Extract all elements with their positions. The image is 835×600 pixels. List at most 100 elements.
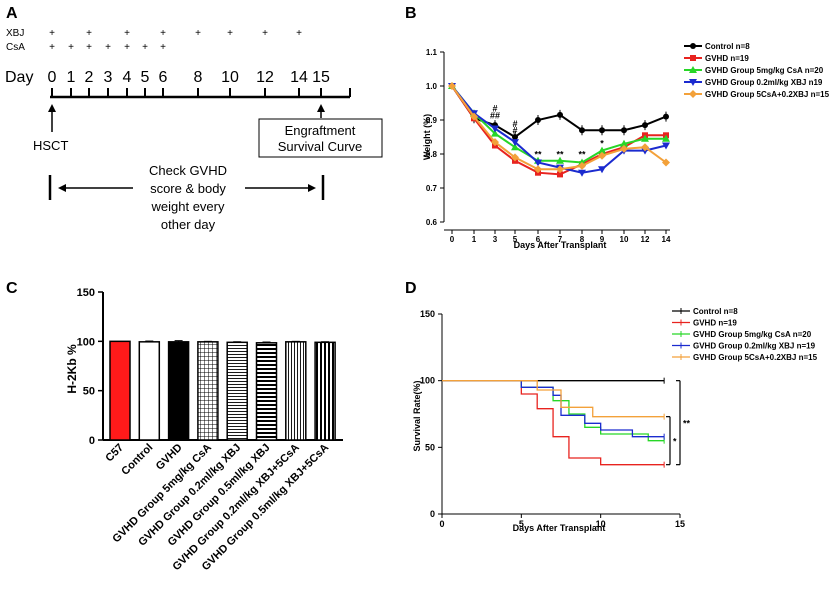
- c-bar-5: [255, 342, 278, 441]
- d-legend: Control n=8 GVHD n=19 GVHD Group 5mg/kg Cs…: [672, 307, 818, 362]
- b-axes: 0.6 0.7 0.8 0.9 1.0 1.1 0 1 3 5 6 7 8 9 10 12 14: [426, 48, 671, 244]
- b-point-1-7: [557, 171, 563, 178]
- c-ytick-100: 100: [77, 336, 95, 348]
- b-legend-marker-0: [690, 43, 696, 49]
- dose-plus-xbj-day0: +: [49, 28, 55, 39]
- dose-plus-xbj-day4: +: [124, 28, 130, 39]
- b-ytick-0.9: 0.9: [426, 116, 438, 125]
- b-legend-marker-1: [690, 55, 696, 61]
- b-ytick-0.7: 0.7: [426, 184, 438, 193]
- dose-plus-csa-day2: +: [86, 42, 92, 53]
- dose-plus-csa-day3: +: [105, 42, 111, 53]
- b-point-4-7: [556, 165, 564, 174]
- day-label-10: 10: [221, 69, 239, 86]
- b-annotation-0: #: [492, 104, 497, 114]
- b-xtick-1: 1: [472, 235, 477, 244]
- day-label-14: 14: [290, 69, 308, 86]
- c-category-label-1: Control: [119, 442, 155, 478]
- day-label-5: 5: [141, 69, 150, 86]
- check-text-line-1: Check GVHD: [149, 163, 227, 178]
- d-sig-label-1: **: [683, 419, 691, 429]
- b-annotation-1: ##: [490, 110, 500, 120]
- b-point-3-5: [511, 139, 519, 147]
- b-xtick-12: 12: [641, 235, 650, 244]
- b-legend-marker-2: [689, 66, 697, 73]
- engraftment-arrowhead: [317, 104, 325, 112]
- c-bar-7: [314, 341, 336, 441]
- b-point-2-10: [620, 139, 628, 147]
- b-annotation-5: **: [556, 149, 564, 159]
- b-xtick-14: 14: [662, 235, 671, 244]
- dose-plus-xbj-day12: +: [262, 28, 268, 39]
- b-point-4-5: [511, 153, 519, 162]
- b-point-2-7: [556, 156, 564, 164]
- d-legend-label-0: Control n=8: [693, 307, 738, 316]
- d-xtick-5: 5: [519, 519, 524, 529]
- b-point-4-3: [491, 138, 499, 147]
- b-annotation-7: *: [600, 139, 604, 149]
- hsct-label: HSCT: [33, 138, 68, 153]
- b-point-0-8: [579, 127, 585, 134]
- b-point-3-3: [491, 125, 499, 133]
- b-ytick-0.8: 0.8: [426, 150, 438, 159]
- day-label-6: 6: [159, 69, 168, 86]
- b-legend-label-2: GVHD Group 5mg/kg CsA n=20: [705, 66, 824, 75]
- b-ytick-1.1: 1.1: [426, 48, 438, 57]
- d-axes: 0 50 100 150 0 5 10 15: [420, 309, 685, 529]
- b-point-3-6: [534, 159, 542, 167]
- c-bar-6: [285, 341, 307, 441]
- panel-a-timeline: A XBJ CsA + + + + + + + ++ + + + + + + Day 0 1 2 3 4 5 6 8 10…: [5, 5, 383, 232]
- panel-d-survival-chart: D Survival Rate(%) Days After Transplant…: [405, 280, 818, 533]
- dose-plus-xbj-day2: +: [86, 28, 92, 39]
- b-annotation-4: **: [534, 149, 542, 159]
- check-text-line-3: weight every: [151, 199, 225, 214]
- panel-b-weight-chart: B Weight (%) Days After Transplant 0.60.…: [405, 5, 830, 250]
- day-label-15: 15: [312, 69, 330, 86]
- dose-plus-xbj-day8: +: [195, 28, 201, 39]
- dose-plus-xbj-day10: +: [227, 28, 233, 39]
- c-bars: [109, 340, 336, 441]
- d-legend-label-2: GVHD Group 5mg/kg CsA n=20: [693, 330, 812, 339]
- b-point-4-12: [641, 143, 649, 152]
- b-xtick-6: 6: [536, 235, 541, 244]
- b-series: [448, 82, 670, 178]
- dose-plus-xbj-day6: +: [160, 28, 166, 39]
- d-legend-label-1: GVHD n=19: [693, 319, 737, 328]
- day-label-3: 3: [104, 69, 113, 86]
- panel-letter-d: D: [405, 280, 417, 297]
- day-ticks: [51, 88, 351, 97]
- d-xtick-0: 0: [439, 519, 444, 529]
- d-sig-label-0: *: [673, 437, 677, 447]
- dose-plus-csa-day4: +: [124, 42, 130, 53]
- b-legend-label-4: GVHD Group 5CsA+0.2XBJ n=15: [705, 90, 830, 99]
- check-text-line-2: score & body: [150, 181, 226, 196]
- b-point-4-6: [534, 165, 542, 174]
- b-xtick-9: 9: [600, 235, 605, 244]
- dose-plus-csa-day0: +: [49, 42, 55, 53]
- d-ytick-100: 100: [420, 376, 435, 386]
- b-point-2-14: [662, 134, 670, 142]
- day-label-8: 8: [194, 69, 203, 86]
- b-point-3-8: [578, 169, 586, 177]
- day-label-1: 1: [67, 69, 76, 86]
- dosing-marks: + + + + + + + + + + + + + + +: [49, 28, 302, 53]
- dose-plus-csa-day5: +: [142, 42, 148, 53]
- b-point-3-9: [598, 166, 606, 174]
- d-ytick-150: 150: [420, 309, 435, 319]
- b-legend-label-0: Control n=8: [705, 42, 750, 51]
- d-legend-label-4: GVHD Group 5CsA+0.2XBJ n=15: [693, 353, 818, 362]
- b-xtick-3: 3: [493, 235, 498, 244]
- b-point-2-12: [641, 134, 649, 142]
- b-point-0-9: [599, 127, 605, 134]
- b-point-0-14: [663, 113, 669, 120]
- day-label-12: 12: [256, 69, 274, 86]
- dose-plus-csa-day1: +: [68, 42, 74, 53]
- panel-letter-a: A: [6, 5, 18, 22]
- b-legend-label-3: GVHD Group 0.2ml/kg XBJ n19: [705, 78, 823, 87]
- b-point-4-14: [662, 158, 670, 167]
- b-ylabel: Weight (%): [422, 114, 432, 160]
- engraftment-line-1: Engraftment: [285, 123, 356, 138]
